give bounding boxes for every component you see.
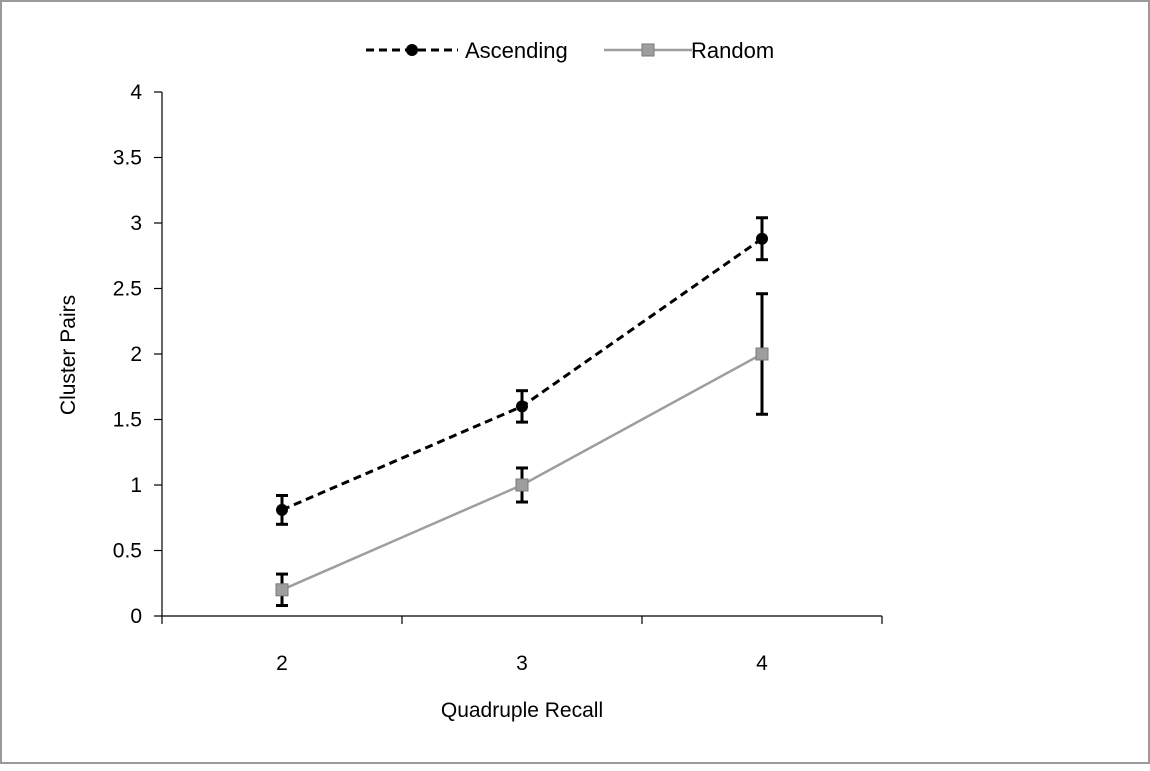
legend-marker-random [641,43,655,57]
data-point-random [275,583,289,597]
x-tick-label: 4 [756,652,768,675]
data-point-ascending [756,232,768,245]
y-tick-label: 2.5 [113,278,142,301]
y-tick-label: 0 [130,605,142,628]
x-axis-label: Quadruple Recall [441,699,603,722]
y-tick-label: 2 [130,343,142,366]
legend-marker-ascending [406,44,418,56]
x-tick-label: 2 [276,652,288,675]
x-axis: 2 3 4 [161,615,883,675]
y-tick-label: 0.5 [113,540,142,563]
data-point-random [755,347,769,361]
data-point-ascending [276,503,288,516]
x-tick-label: 3 [516,652,528,675]
y-tick-label: 3.5 [113,147,142,170]
legend-label-random: Random [691,38,774,63]
y-tick-label: 1 [130,474,142,497]
plot-area [275,216,769,608]
y-axis-label: Cluster Pairs [57,295,80,415]
y-tick-label: 3 [130,212,142,235]
y-tick-label: 1.5 [113,409,142,432]
data-point-ascending [516,400,528,413]
legend: Ascending Random [366,38,774,63]
legend-label-ascending: Ascending [465,38,568,63]
y-axis: 0 0.5 1 1.5 2 2.5 3 3.5 4 [113,81,163,628]
y-tick-label: 4 [130,81,142,104]
data-point-random [515,478,529,492]
